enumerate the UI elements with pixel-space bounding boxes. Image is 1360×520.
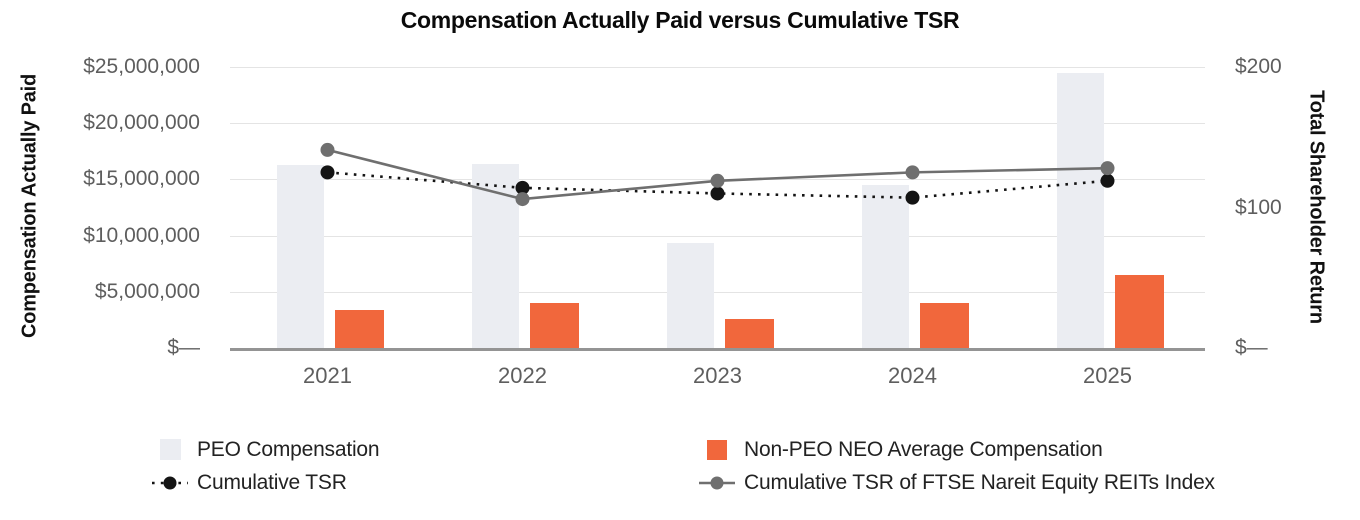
neo-bar-2023 xyxy=(724,318,774,348)
legend-label: PEO Compensation xyxy=(197,437,380,461)
right-axis-tick: $100 xyxy=(1235,195,1282,219)
gridline xyxy=(230,123,1205,125)
gridline xyxy=(230,291,1205,293)
index-point-2024 xyxy=(905,165,920,180)
x-axis-label-2024: 2024 xyxy=(888,363,937,388)
x-axis-line xyxy=(230,348,1205,351)
dotted-line-marker-icon xyxy=(150,475,190,491)
legend-item-cumulative-tsr: Cumulative TSR xyxy=(150,470,347,495)
tsr-point-2024 xyxy=(905,190,920,205)
legend-item-neo-compensation: Non-PEO NEO Average Compensation xyxy=(697,437,1103,462)
lines-layer xyxy=(320,142,1115,207)
neo-swatch-icon xyxy=(697,439,737,460)
gridline xyxy=(230,67,1205,68)
left-axis-tick: $15,000,000 xyxy=(83,167,200,191)
right-axis-tick: $200 xyxy=(1235,55,1282,78)
index-point-2023 xyxy=(710,173,725,188)
tsr-point-2025 xyxy=(1100,173,1115,188)
legend-item-peo-compensation: PEO Compensation xyxy=(150,437,380,462)
peo-swatch-icon xyxy=(150,439,190,460)
neo-bar-2025 xyxy=(1114,274,1164,348)
legend-item-index-tsr: Cumulative TSR of FTSE Nareit Equity REI… xyxy=(697,470,1215,495)
neo-bar-2024 xyxy=(919,303,969,348)
left-axis-ticks: $25,000,000 $20,000,000 $15,000,000 $10,000… xyxy=(0,0,200,520)
gridline xyxy=(230,235,1205,237)
x-axis-label-2025: 2025 xyxy=(1083,363,1132,388)
tsr-point-2023 xyxy=(710,186,725,201)
solid-line-marker-icon xyxy=(697,475,737,491)
x-axis-label-2023: 2023 xyxy=(693,363,742,388)
x-axis-label-2021: 2021 xyxy=(303,363,352,388)
legend-label: Non-PEO NEO Average Compensation xyxy=(744,437,1103,461)
neo-bar-2022 xyxy=(529,303,579,348)
right-axis-ticks: $200 $100 $— xyxy=(1235,0,1355,520)
right-axis-tick: $— xyxy=(1235,336,1268,359)
left-axis-tick: $10,000,000 xyxy=(83,223,200,247)
tsr-point-2022 xyxy=(515,180,530,195)
peo-bar-2022 xyxy=(471,163,519,348)
neo-bar-2021 xyxy=(334,309,384,348)
peo-bar-2023 xyxy=(666,243,714,348)
left-axis-tick: $5,000,000 xyxy=(94,279,200,303)
legend-label: Cumulative TSR xyxy=(197,470,347,494)
left-axis-tick: $— xyxy=(167,336,200,359)
peo-bar-2025 xyxy=(1056,72,1104,348)
index-point-2025 xyxy=(1100,161,1115,176)
peo-bar-2021 xyxy=(276,164,324,348)
tsr-point-2021 xyxy=(320,165,335,180)
legend-label: Cumulative TSR of FTSE Nareit Equity REI… xyxy=(744,470,1215,494)
left-axis-tick: $20,000,000 xyxy=(83,111,200,135)
index-point-2022 xyxy=(515,192,530,207)
plot-area xyxy=(230,67,1205,351)
x-axis-label-2022: 2022 xyxy=(498,363,547,388)
left-axis-tick: $25,000,000 xyxy=(83,55,200,78)
chart-title: Compensation Actually Paid versus Cumula… xyxy=(400,7,960,33)
index-point-2021 xyxy=(320,142,335,157)
peo-bar-2024 xyxy=(861,185,909,348)
